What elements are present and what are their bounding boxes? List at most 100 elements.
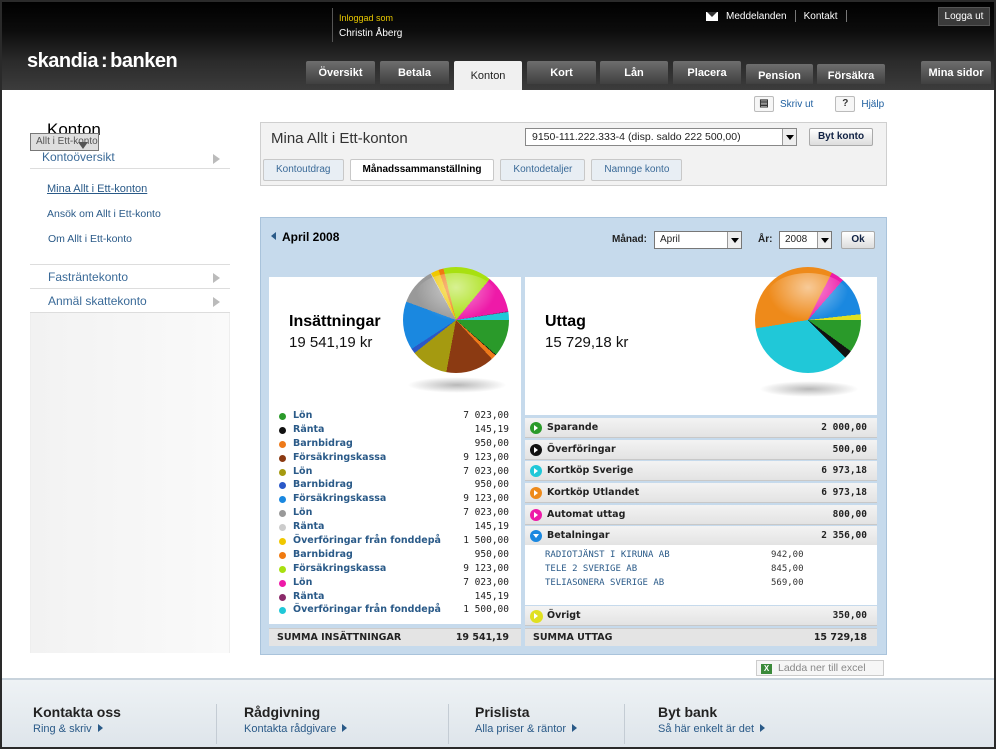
payment-row[interactable]: RADIOTJÄNST I KIRUNA AB 942,00 — [545, 550, 805, 564]
color-dot-icon — [279, 482, 286, 490]
deposit-value: 950,00 — [474, 437, 509, 449]
withdrawals-total: 15 729,18 kr — [545, 334, 629, 351]
payment-row[interactable]: TELE 2 SVERIGE AB 845,00 — [545, 564, 805, 578]
expand-down-icon[interactable] — [530, 530, 542, 542]
footer-link[interactable]: Så här enkelt är det — [658, 723, 765, 735]
deposits-total: 19 541,19 kr — [289, 334, 373, 351]
color-dot-icon — [279, 510, 286, 518]
deposit-value: 9 123,00 — [463, 451, 509, 463]
withdrawal-row[interactable]: Överföringar 500,00 — [525, 440, 877, 460]
subtabs: Kontoutdrag Månadssammanställning Kontod… — [263, 159, 688, 181]
subtab-namnge-konto[interactable]: Namnge konto — [591, 159, 683, 181]
deposit-value: 950,00 — [474, 479, 509, 491]
sidebar-item-allt-i-ett[interactable]: Allt i Ett-konto — [30, 133, 99, 151]
tab-forsakra[interactable]: Försäkra — [817, 64, 885, 84]
chevron-down-icon[interactable] — [817, 232, 831, 248]
deposit-label: Barnbidrag — [293, 479, 353, 491]
chevron-down-icon[interactable] — [727, 232, 741, 248]
deposit-label: Överföringar från fonddepå — [293, 604, 441, 616]
divider — [448, 704, 449, 744]
deposits-sum-label: SUMMA INSÄTTNINGAR — [277, 632, 402, 643]
deposit-row: Ränta 145,19 — [269, 521, 521, 535]
monthly-summary: April 2008 Månad: April År: 2008 Ok Insä… — [260, 217, 887, 655]
sidebar-item-anmal-skattekonto[interactable]: Anmäl skattekonto — [30, 289, 230, 313]
tab-pension[interactable]: Pension — [746, 64, 813, 84]
footer-advice: Rådgivning Kontakta rådgivare — [244, 704, 347, 735]
deposit-value: 1 500,00 — [463, 604, 509, 616]
sidebar-item-kontooversikt[interactable]: Kontoöversikt — [30, 146, 230, 169]
footer-link[interactable]: Alla priser & räntor — [475, 723, 577, 735]
user-name: Christin Åberg — [339, 28, 403, 39]
help-icon[interactable]: ? — [835, 96, 856, 112]
subtab-kontodetaljer[interactable]: Kontodetaljer — [500, 159, 586, 181]
deposit-row: Lön 7 023,00 — [269, 466, 521, 480]
payment-row[interactable]: TELIASONERA SVERIGE AB 569,00 — [545, 578, 805, 592]
tab-placera[interactable]: Placera — [673, 61, 741, 84]
withdrawal-row[interactable]: Sparande 2 000,00 — [525, 418, 877, 438]
sidebar-fill — [30, 313, 230, 653]
sidebar-subitem-ansok[interactable]: Ansök om Allt i Ett-konto — [47, 208, 161, 220]
pie-shadow — [759, 381, 859, 397]
withdrawals-pie-chart — [755, 267, 861, 373]
tab-betala[interactable]: Betala — [380, 61, 449, 84]
expand-right-icon[interactable] — [530, 465, 542, 477]
deposit-value: 950,00 — [474, 548, 509, 560]
footer-link[interactable]: Kontakta rådgivare — [244, 723, 347, 735]
excel-download-button[interactable]: X Ladda ner till excel — [756, 660, 884, 676]
tab-mina-sidor[interactable]: Mina sidor — [921, 61, 991, 84]
expand-right-icon[interactable] — [530, 422, 542, 434]
month-select[interactable]: April — [654, 231, 742, 249]
withdrawals-sum-value: 15 729,18 — [813, 632, 867, 643]
pie-gloss — [767, 273, 849, 321]
month-heading[interactable]: April 2008 — [271, 230, 339, 244]
withdrawal-row[interactable]: Kortköp Sverige 6 973,18 — [525, 461, 877, 481]
expand-right-icon[interactable] — [530, 444, 542, 456]
tab-konton[interactable]: Konton — [454, 61, 522, 90]
printer-icon[interactable]: ▤ — [754, 96, 774, 112]
subtab-manadssammanstallning[interactable]: Månadssammanställning — [349, 159, 495, 181]
switch-account-button[interactable]: Byt konto — [809, 128, 873, 146]
subtab-kontoutdrag[interactable]: Kontoutdrag — [263, 159, 344, 181]
color-dot-icon — [279, 426, 286, 434]
ok-button[interactable]: Ok — [841, 231, 875, 249]
withdrawal-row-ovrigt[interactable]: Övrigt 350,00 — [525, 606, 877, 626]
footer-title: Rådgivning — [244, 704, 321, 720]
withdrawal-row[interactable]: Betalningar 2 356,00 — [525, 526, 877, 546]
deposit-label: Lön — [293, 576, 313, 588]
footer-title: Prislista — [475, 704, 530, 720]
help-link[interactable]: Hjälp — [861, 98, 885, 110]
deposit-row: Lön 7 023,00 — [269, 410, 521, 424]
footer-title: Byt bank — [658, 704, 718, 720]
sidebar-item-fastrantekonto[interactable]: Fasträntekonto — [30, 265, 230, 289]
footer: Kontakta oss Ring & skriv Rådgivning Konta… — [2, 678, 994, 747]
footer-switch-bank: Byt bank Så här enkelt är det — [658, 704, 765, 735]
payment-label: RADIOTJÄNST I KIRUNA AB — [545, 550, 670, 560]
year-select[interactable]: 2008 — [779, 231, 832, 249]
deposit-row: Överföringar från fonddepå 1 500,00 — [269, 604, 521, 618]
logout-button[interactable]: Logga ut — [938, 7, 990, 26]
logo[interactable]: skandia: banken — [27, 50, 178, 72]
footer-link[interactable]: Ring & skriv — [33, 723, 121, 735]
divider — [845, 10, 847, 22]
expand-right-icon[interactable] — [530, 487, 542, 499]
panel-title: Mina Allt i Ett-konton — [271, 130, 408, 147]
chevron-down-icon[interactable] — [782, 129, 796, 145]
withdrawal-value: 800,00 — [832, 509, 867, 520]
color-dot-icon — [279, 413, 286, 420]
tab-oversikt[interactable]: Översikt — [306, 61, 375, 84]
print-link[interactable]: Skriv ut — [780, 98, 814, 110]
expand-right-icon[interactable] — [530, 509, 542, 521]
tab-kort[interactable]: Kort — [527, 61, 596, 84]
withdrawal-label: Automat uttag — [547, 509, 626, 520]
withdrawal-row[interactable]: Kortköp Utlandet 6 973,18 — [525, 483, 877, 503]
arrow-right-icon — [213, 154, 220, 164]
contact-link[interactable]: Kontakt — [803, 10, 838, 22]
sidebar-subitem-mina[interactable]: Mina Allt i Ett-konton — [47, 183, 148, 195]
account-select[interactable]: 9150-111.222.333-4 (disp. saldo 222 500,… — [525, 128, 797, 146]
messages-link[interactable]: Meddelanden — [726, 10, 787, 22]
tab-lan[interactable]: Lån — [600, 61, 668, 84]
year-label: År: — [758, 234, 773, 245]
sidebar-subitem-om[interactable]: Om Allt i Ett-konto — [48, 233, 133, 245]
tools-row: ▤ Skriv ut ? Hjälp — [754, 96, 884, 112]
withdrawal-row[interactable]: Automat uttag 800,00 — [525, 505, 877, 525]
